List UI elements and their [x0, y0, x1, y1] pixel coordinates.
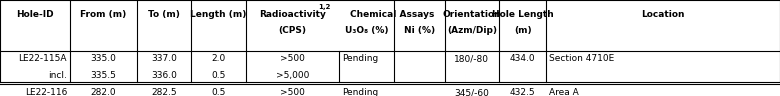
Text: 282.5: 282.5 [151, 88, 176, 96]
Text: >5,000: >5,000 [276, 71, 309, 80]
Text: 434.0: 434.0 [510, 54, 535, 63]
Text: 432.5: 432.5 [510, 88, 535, 96]
Text: LE22-115A: LE22-115A [19, 54, 67, 63]
Text: Length (m): Length (m) [190, 10, 246, 19]
Text: 282.0: 282.0 [90, 88, 116, 96]
Text: Hole Length: Hole Length [491, 10, 554, 19]
Text: LE22-116: LE22-116 [25, 88, 67, 96]
Text: >500: >500 [280, 88, 305, 96]
Text: 335.5: 335.5 [90, 71, 116, 80]
Text: 335.0: 335.0 [90, 54, 116, 63]
Text: (CPS): (CPS) [278, 26, 307, 35]
Text: (Azm/Dip): (Azm/Dip) [447, 26, 497, 35]
Text: >500: >500 [280, 54, 305, 63]
Text: Chemical Assays: Chemical Assays [349, 10, 434, 19]
Text: To (m): To (m) [148, 10, 179, 19]
Text: 0.5: 0.5 [211, 88, 225, 96]
Text: 0.5: 0.5 [211, 71, 225, 80]
Text: Hole-ID: Hole-ID [16, 10, 54, 19]
Text: Orientation: Orientation [442, 10, 502, 19]
Text: U₃O₈ (%): U₃O₈ (%) [345, 26, 388, 35]
Text: incl.: incl. [48, 71, 67, 80]
Text: 345/-60: 345/-60 [455, 88, 489, 96]
Text: Radioactivity: Radioactivity [259, 10, 326, 19]
Text: 2.0: 2.0 [211, 54, 225, 63]
Text: 180/-80: 180/-80 [455, 54, 489, 63]
Text: Section 4710E: Section 4710E [549, 54, 615, 63]
Text: 1,2: 1,2 [318, 4, 331, 10]
Text: (m): (m) [514, 26, 531, 35]
Text: 336.0: 336.0 [151, 71, 177, 80]
Text: 337.0: 337.0 [151, 54, 177, 63]
Text: Pending: Pending [342, 88, 378, 96]
Text: Location: Location [641, 10, 685, 19]
Text: Ni (%): Ni (%) [404, 26, 434, 35]
Text: Area A: Area A [549, 88, 579, 96]
Text: Pending: Pending [342, 54, 378, 63]
Text: From (m): From (m) [80, 10, 126, 19]
